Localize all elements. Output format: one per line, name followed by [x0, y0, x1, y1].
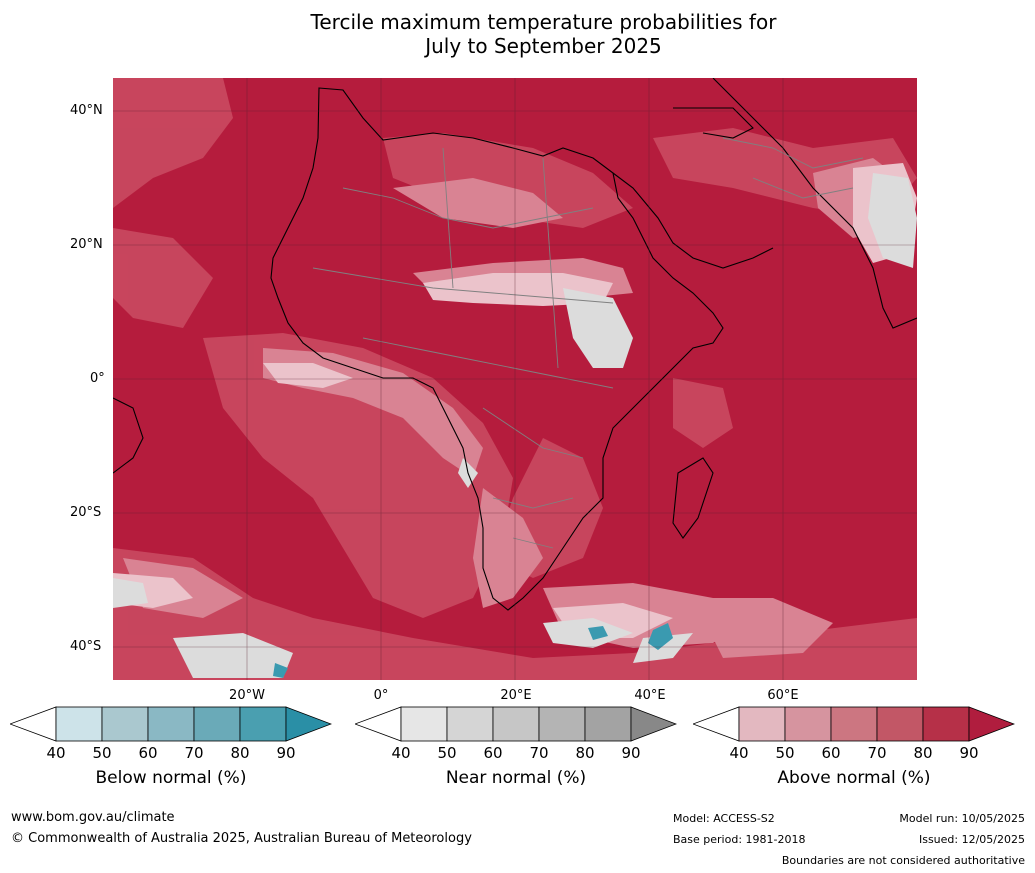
lat-label-40s: 40°S [70, 639, 102, 654]
above-tick-50: 50 [775, 744, 795, 762]
near-cbar-min-triangle [355, 706, 402, 742]
footer-copyright: © Commonwealth of Australia 2025, Austra… [11, 831, 472, 846]
lon-label-60e: 60°E [767, 688, 799, 703]
footer-disclaimer: Boundaries are not considered authoritat… [781, 854, 1025, 867]
lon-label-20w: 20°W [229, 688, 265, 703]
below-normal-title: Below normal (%) [95, 768, 247, 788]
above-cbar-bin-40-50 [738, 706, 786, 742]
title-line-1: Tercile maximum temperature probabilitie… [310, 10, 777, 34]
below-tick-90: 90 [276, 744, 296, 762]
below-cbar-min-triangle [10, 706, 57, 742]
near-cbar-max-triangle [630, 706, 677, 742]
below-tick-70: 70 [184, 744, 204, 762]
below-tick-50: 50 [92, 744, 112, 762]
lon-label-20e: 20°E [500, 688, 532, 703]
near-tick-60: 60 [483, 744, 503, 762]
title-line-2: July to September 2025 [425, 34, 662, 58]
lon-label-40e: 40°E [634, 688, 666, 703]
below-cbar-bin-50-60 [101, 706, 149, 742]
coastlines [113, 78, 917, 611]
lat-label-0: 0° [90, 371, 105, 386]
near-normal-title: Near normal (%) [445, 768, 587, 788]
above-tick-40: 40 [729, 744, 749, 762]
lat-label-40n: 40°N [70, 103, 103, 118]
above-tick-70: 70 [867, 744, 887, 762]
near-tick-90: 90 [621, 744, 641, 762]
below-tick-60: 60 [138, 744, 158, 762]
below-cbar-bin-40-50 [55, 706, 103, 742]
footer-url[interactable]: www.bom.gov.au/climate [11, 810, 175, 825]
above-cbar-bin-50-60 [784, 706, 832, 742]
above-cbar-min-triangle [693, 706, 740, 742]
above-cbar-bin-80-90 [922, 706, 970, 742]
near-cbar-bin-50-60 [446, 706, 494, 742]
near-cbar-bin-80-90 [584, 706, 632, 742]
above-cbar-max-triangle [968, 706, 1015, 742]
below-tick-80: 80 [230, 744, 250, 762]
graticule [113, 78, 917, 680]
below-normal-areas [273, 623, 673, 678]
footer-model: Model: ACCESS-S2 [673, 812, 775, 825]
footer-base-period: Base period: 1981-2018 [673, 833, 806, 846]
probability-map [113, 78, 917, 680]
country-boundaries [312, 137, 864, 549]
above-normal-title: Above normal (%) [777, 768, 931, 788]
above-tick-60: 60 [821, 744, 841, 762]
above-normal-colorbar [693, 706, 1015, 742]
below-cbar-bin-60-70 [147, 706, 195, 742]
above-tick-90: 90 [959, 744, 979, 762]
chart-title: Tercile maximum temperature probabilitie… [0, 10, 1035, 58]
near-tick-40: 40 [391, 744, 411, 762]
above-cbar-bin-60-70 [830, 706, 878, 742]
near-cbar-bin-40-50 [400, 706, 448, 742]
below-cbar-bin-80-90 [239, 706, 287, 742]
near-normal-areas [113, 173, 917, 678]
near-tick-70: 70 [529, 744, 549, 762]
above-cbar-bin-70-80 [876, 706, 924, 742]
footer-model-run: Model run: 10/05/2025 [899, 812, 1025, 825]
near-tick-80: 80 [575, 744, 595, 762]
near-cbar-bin-70-80 [538, 706, 586, 742]
below-normal-colorbar [10, 706, 332, 742]
near-cbar-bin-60-70 [492, 706, 540, 742]
near-normal-colorbar [355, 706, 677, 742]
above-tick-80: 80 [913, 744, 933, 762]
below-cbar-max-triangle [285, 706, 332, 742]
below-tick-40: 40 [46, 744, 66, 762]
lat-label-20n: 20°N [70, 237, 103, 252]
lon-label-0: 0° [373, 688, 389, 703]
near-tick-50: 50 [437, 744, 457, 762]
footer-issued: Issued: 12/05/2025 [918, 833, 1025, 846]
below-cbar-bin-70-80 [193, 706, 241, 742]
lat-label-20s: 20°S [70, 505, 102, 520]
